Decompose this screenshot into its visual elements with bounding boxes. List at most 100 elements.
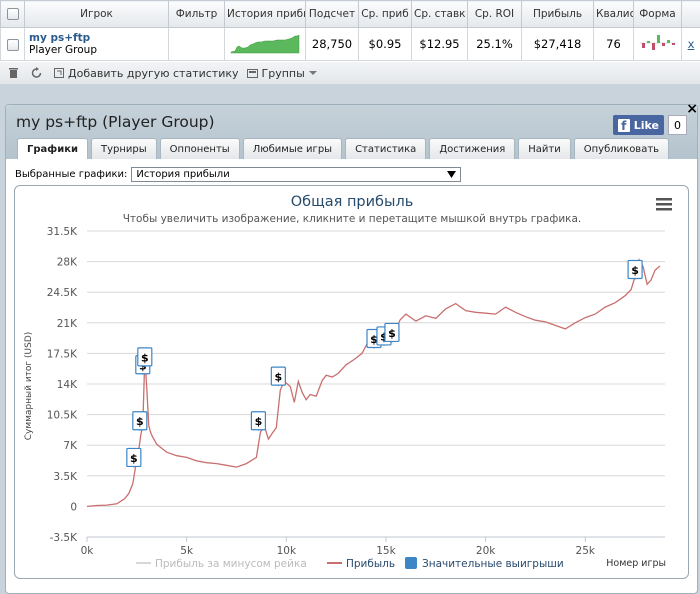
count-cell: 28,750: [305, 27, 359, 61]
svg-text:$: $: [388, 327, 396, 340]
legend-label-rake: Прибыль за минусом рейка: [155, 558, 307, 570]
big-win-flag[interactable]: $: [137, 347, 153, 367]
like-count: 0: [668, 115, 687, 135]
y-tick-label: 14K: [57, 379, 78, 391]
table-row: my ps+ftp Player Group 28,750 $0.95 $12.…: [0, 27, 700, 61]
col-header-profit[interactable]: Прибыль: [521, 0, 594, 28]
legend-item-profit[interactable]: Прибыль: [327, 558, 395, 570]
svg-text:$: $: [370, 333, 378, 346]
facebook-like: f Like 0: [612, 115, 687, 135]
col-header-avg-roi[interactable]: Ср. ROI: [467, 0, 522, 28]
col-header-count[interactable]: Подсчет: [305, 0, 359, 28]
x-tick-label: 20k: [476, 545, 496, 557]
svg-text:$: $: [141, 351, 149, 364]
y-tick-label: 3.5K: [53, 471, 78, 483]
tab-opponents[interactable]: Оппоненты: [159, 138, 240, 159]
add-stat-button[interactable]: Добавить другую статистику: [54, 67, 239, 80]
big-win-flag[interactable]: $: [384, 322, 400, 343]
col-header-form[interactable]: Форма: [633, 0, 682, 28]
col-header-history[interactable]: История прибы: [224, 0, 306, 28]
avg-profit-cell: $0.95: [358, 27, 412, 61]
player-type: Player Group: [29, 44, 97, 56]
chart-title: Общая прибыль: [291, 194, 414, 210]
player-panel: my ps+ftp (Player Group) × f Like 0 Граф…: [5, 101, 698, 594]
tab-statistics[interactable]: Статистика: [345, 138, 427, 159]
svg-text:$: $: [380, 330, 388, 343]
col-header-avg-stake[interactable]: Ср. ставк: [411, 0, 468, 28]
facebook-like-button[interactable]: f Like: [612, 115, 664, 135]
legend-label-big-wins: Значительные выигрыши: [422, 558, 564, 570]
x-tick-label: 10k: [277, 545, 297, 557]
close-icon[interactable]: ×: [686, 101, 698, 117]
chart-selector-row: Выбранные графики: История прибыли: [15, 167, 462, 182]
tab-publish[interactable]: Опубликовать: [573, 138, 670, 159]
legend-item-rake[interactable]: Прибыль за минусом рейка: [136, 558, 307, 570]
like-label: Like: [633, 118, 659, 132]
filter-cell: [168, 27, 225, 61]
svg-text:$: $: [275, 371, 283, 384]
refresh-icon[interactable]: [31, 67, 46, 79]
select-all-checkbox[interactable]: [6, 8, 19, 20]
chart-selector[interactable]: История прибыли: [131, 167, 462, 182]
panel-tabs: Графики Турниры Оппоненты Любимые игры С…: [17, 138, 672, 159]
col-header-qual[interactable]: Квалис: [593, 0, 634, 28]
groups-icon: [246, 69, 258, 78]
y-axis-label: Суммарный итог (USD): [24, 332, 34, 441]
player-name-link[interactable]: my ps+ftp: [29, 32, 91, 44]
select-all-cell: [0, 0, 25, 28]
big-win-flag[interactable]: $: [250, 411, 267, 431]
trash-icon[interactable]: [8, 67, 23, 79]
legend-label-profit: Прибыль: [346, 558, 395, 570]
big-win-flag[interactable]: $: [132, 411, 148, 431]
big-win-flag[interactable]: $: [627, 259, 643, 280]
remove-cell: x: [681, 27, 700, 61]
y-tick-label: 21K: [57, 318, 78, 330]
big-win-flag[interactable]: $: [126, 447, 142, 468]
y-tick-label: 17.5K: [47, 348, 78, 360]
tab-achievements[interactable]: Достижения: [429, 138, 516, 159]
table-toolbar: Добавить другую статистику Группы: [0, 62, 700, 84]
add-stat-label: Добавить другую статистику: [68, 66, 239, 80]
big-win-flag[interactable]: $: [270, 366, 286, 387]
y-tick-label: 24.5K: [47, 287, 78, 299]
remove-row-link[interactable]: x: [687, 37, 695, 51]
tab-find[interactable]: Найти: [518, 138, 571, 159]
col-header-filter[interactable]: Фильтр: [168, 0, 225, 28]
y-tick-label: 0: [70, 501, 77, 513]
form-chart: [639, 34, 676, 50]
svg-text:$: $: [631, 264, 639, 277]
tab-charts[interactable]: Графики: [17, 138, 89, 159]
avg-roi-cell: 25.1%: [467, 27, 522, 61]
groups-button[interactable]: Группы: [246, 67, 322, 80]
col-header-player[interactable]: Игрок: [24, 0, 169, 28]
svg-text:$: $: [255, 415, 263, 428]
chart-series: [86, 258, 661, 508]
dropdown-arrow-icon: [447, 171, 457, 178]
x-axis-label: Номер игры: [606, 558, 666, 569]
stats-table: Игрок Фильтр История прибы Подсчет Ср. п…: [0, 0, 700, 61]
avg-stake-cell: $12.95: [411, 27, 468, 61]
x-tick-label: 5k: [180, 545, 194, 557]
chart-container[interactable]: Общая прибыль Чтобы увеличить изображени…: [14, 185, 689, 579]
tab-tournaments[interactable]: Турниры: [91, 138, 157, 159]
y-tick-label: -3.5K: [50, 532, 78, 544]
y-tick-label: 10.5K: [47, 410, 78, 422]
chart-menu-icon[interactable]: [656, 198, 672, 211]
tab-favorite-games[interactable]: Любимые игры: [242, 138, 343, 159]
chart-selector-label: Выбранные графики:: [15, 169, 128, 180]
profit-chart[interactable]: Общая прибыль Чтобы увеличить изображени…: [15, 186, 689, 579]
col-header-avg-profit[interactable]: Ср. приб: [358, 0, 412, 28]
row-select-cell: [0, 27, 25, 61]
chart-grid: [87, 230, 665, 538]
legend-item-big-wins[interactable]: Значительные выигрыши: [405, 557, 564, 570]
y-tick-label: 31.5K: [47, 226, 78, 238]
profit-sparkline: [230, 34, 300, 53]
qual-cell: 76: [593, 27, 634, 61]
row-checkbox[interactable]: [6, 38, 19, 51]
panel-title: my ps+ftp (Player Group): [16, 113, 215, 131]
profit-series-line[interactable]: [86, 258, 661, 508]
stats-table-area: Игрок Фильтр История прибы Подсчет Ср. п…: [0, 0, 700, 84]
facebook-icon: f: [617, 118, 630, 132]
panel-header: my ps+ftp (Player Group) × f Like 0 Граф…: [6, 101, 698, 159]
y-axis-ticks: -3.5K 0 3.5K 7K 10.5K 14K 17.5K 21K 24.5K 28K 31.5…: [47, 226, 78, 544]
